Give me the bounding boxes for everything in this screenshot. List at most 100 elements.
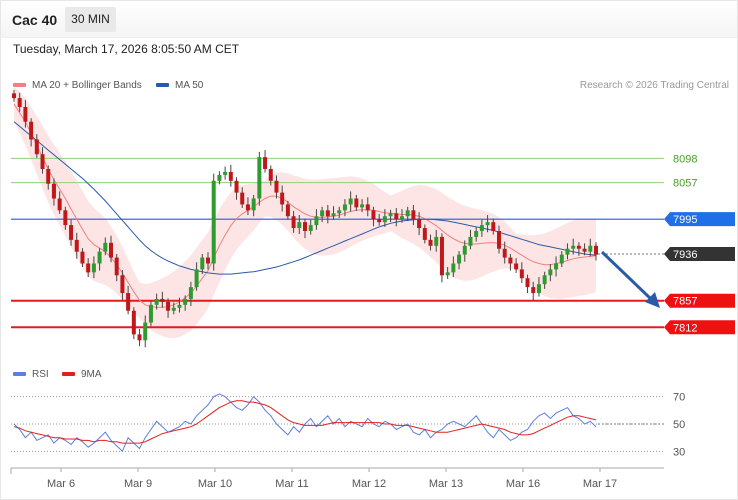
candle-body (23, 106, 28, 122)
candle-body (228, 171, 233, 181)
candle-body (166, 301, 171, 311)
candle-body (474, 231, 479, 237)
level-badge-7857 (664, 293, 735, 308)
legend-9ma-swatch (62, 372, 75, 377)
legend-ma20: MA 20 + Bollinger Bands (13, 80, 142, 91)
candle-body (320, 210, 325, 217)
candle-body (525, 278, 530, 288)
level-badge-7812 (664, 320, 735, 335)
candle-body (400, 216, 404, 220)
candle-body (508, 257, 513, 264)
candle-body (29, 121, 34, 140)
legend-ma20-swatch (13, 83, 26, 88)
rsi-level-label-50: 50 (673, 419, 685, 431)
candle-body (291, 216, 296, 229)
level-label-8098: 8098 (673, 153, 697, 165)
legend-rsi: RSI (13, 369, 49, 380)
candle-body (17, 98, 22, 107)
candle-body (183, 298, 188, 305)
candle-body (554, 263, 559, 270)
candle-body (365, 204, 370, 211)
level-label-7995: 7995 (673, 214, 697, 226)
candle-body (548, 269, 553, 276)
level-badge-7936 (664, 247, 735, 262)
candle-body (120, 275, 125, 294)
candle-body (126, 293, 131, 311)
forecast-arrow-head (645, 292, 660, 308)
candle-body (40, 154, 45, 169)
candle-body (354, 198, 359, 208)
level-label-7812: 7812 (673, 322, 697, 334)
candle-body (337, 210, 342, 214)
candle-body (388, 213, 393, 217)
bollinger-band (14, 86, 596, 339)
candle-body (223, 171, 228, 175)
legend-rsi-swatch (13, 372, 26, 377)
x-tick-label: Mar 10 (198, 478, 232, 490)
level-label-7857: 7857 (673, 296, 697, 308)
candle-body (63, 210, 68, 226)
candle-body (297, 222, 302, 229)
candle-body (576, 245, 581, 249)
forecast-arrow-line (600, 250, 654, 302)
x-tick-label: Mar 6 (47, 478, 75, 490)
candle-body (422, 228, 427, 240)
candle-body (234, 180, 239, 193)
candle-body (536, 284, 541, 294)
x-tick-label: Mar 13 (429, 478, 463, 490)
x-tick-label: Mar 12 (352, 478, 386, 490)
candle-body (377, 219, 382, 223)
level-badge-7995 (664, 212, 735, 227)
candle-body (80, 251, 85, 264)
candle-body (445, 272, 450, 276)
candle-body (434, 236, 439, 246)
timeframe-selector[interactable]: 30 MIN (65, 7, 116, 32)
candle-body (559, 254, 564, 264)
x-tick-label: Mar 11 (275, 478, 308, 490)
candle-body (51, 183, 56, 199)
chart-datetime: Tuesday, March 17, 2026 8:05:50 AM CET (13, 42, 240, 56)
x-tick-label: Mar 16 (506, 478, 540, 490)
candle-body (303, 222, 307, 231)
level-label-7936: 7936 (673, 249, 697, 261)
rsi-level-label-30: 30 (673, 446, 685, 458)
candle-body (519, 269, 524, 279)
research-credit: Research © 2026 Trading Central (579, 80, 729, 91)
rsi-9ma-line (13, 400, 597, 444)
candle-body (206, 257, 210, 264)
candle-body (314, 216, 319, 226)
level-label-8057: 8057 (673, 178, 697, 190)
candle-body (131, 310, 136, 335)
candle-body (251, 198, 256, 211)
candle-body (342, 204, 347, 211)
candle-body (382, 216, 387, 223)
candle-body (531, 287, 536, 294)
candle-body (280, 192, 285, 205)
candle-body (485, 222, 490, 226)
candle-body (34, 139, 39, 155)
symbol-title: Cac 40 (12, 12, 58, 28)
candle-body (462, 245, 467, 255)
candle-body (394, 213, 399, 220)
candle-body (331, 213, 336, 217)
candle-body (594, 245, 598, 255)
candle-body (91, 263, 96, 273)
legend-ma50-swatch (156, 83, 169, 88)
legend-9ma-label: 9MA (81, 369, 102, 380)
candle-body (428, 239, 433, 246)
candle-body (103, 242, 108, 252)
candle-body (285, 204, 290, 217)
candle-body (588, 245, 593, 252)
candle-body (479, 225, 484, 231)
candle-body (57, 198, 62, 211)
candle-body (137, 334, 142, 341)
candle-body (371, 210, 376, 220)
candle-body (457, 254, 462, 264)
candle-body (114, 257, 119, 276)
candle-body (154, 298, 159, 305)
candle-body (571, 245, 576, 249)
candle-body (69, 225, 74, 240)
candle-body (274, 180, 279, 193)
candle-body (514, 263, 519, 270)
